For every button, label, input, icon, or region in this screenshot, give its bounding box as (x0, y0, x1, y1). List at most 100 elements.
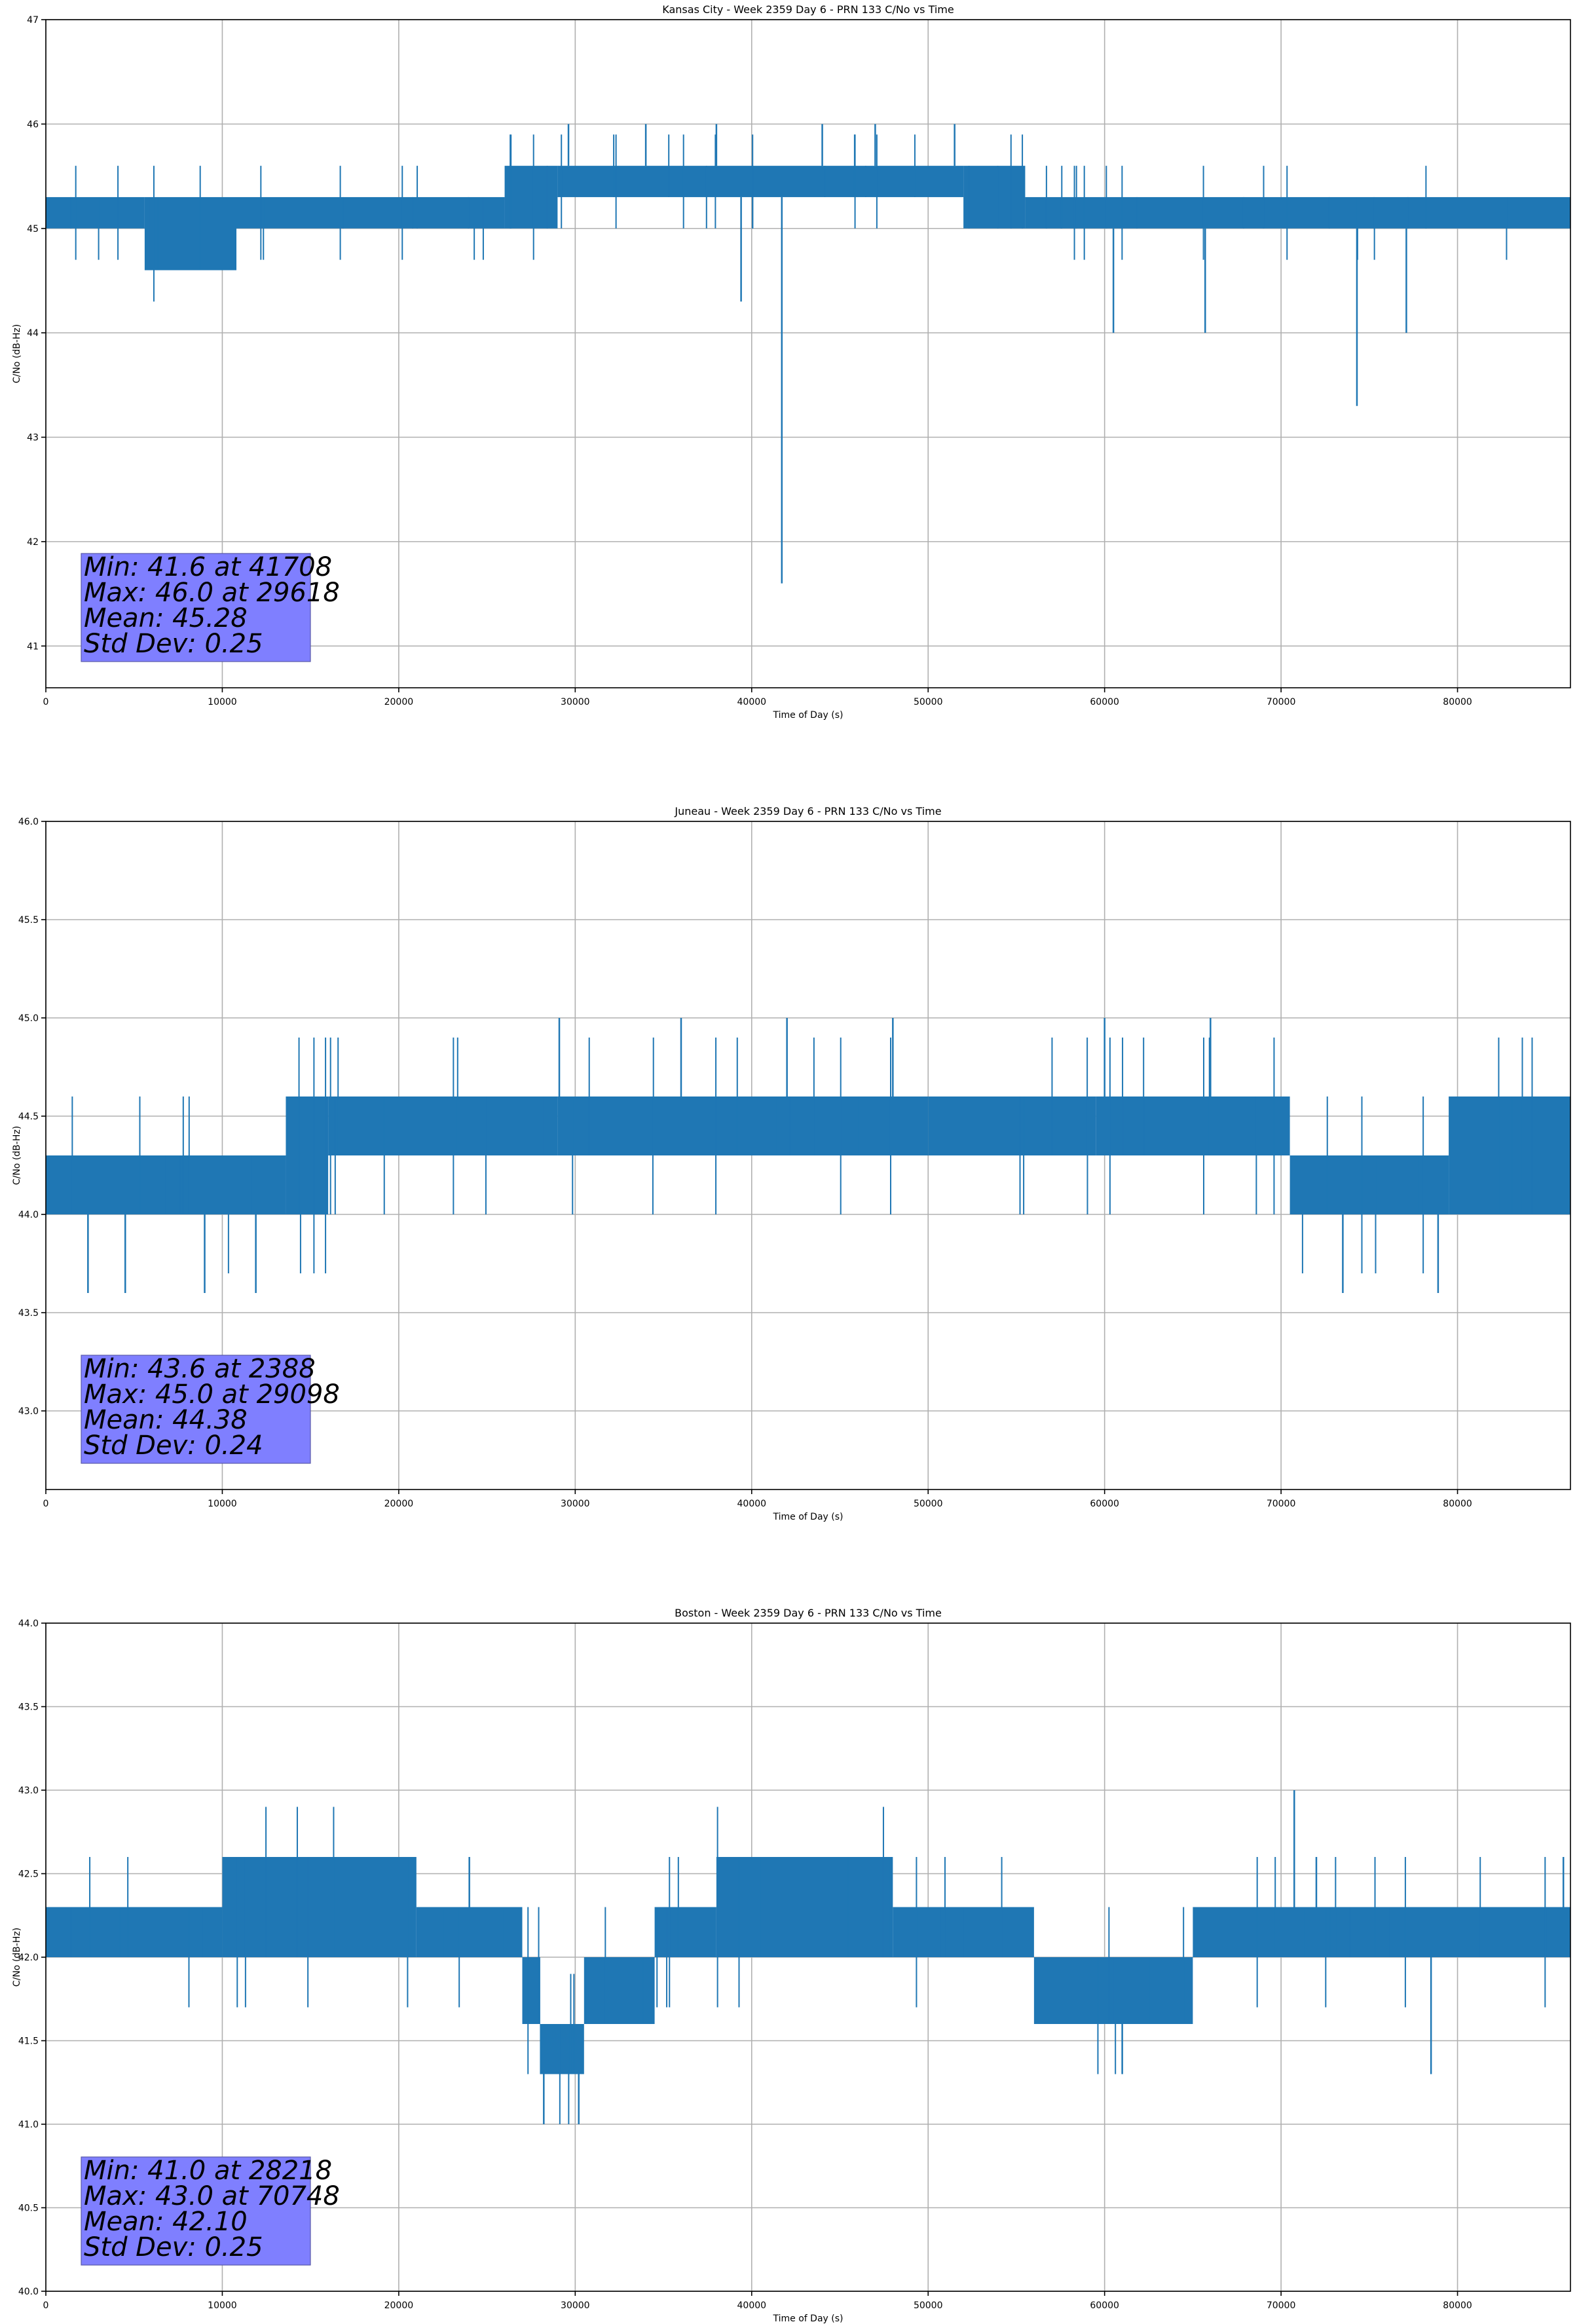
x-tick-label: 60000 (1090, 1499, 1119, 1509)
y-axis-label: C/No (dB-Hz) (12, 1126, 22, 1185)
stats-mean: Mean: 44.38 (84, 1405, 248, 1435)
x-tick-label: 10000 (208, 2300, 237, 2311)
x-tick-label: 20000 (384, 697, 414, 707)
y-tick-label: 42.5 (18, 1869, 39, 1880)
x-tick-label: 30000 (561, 2300, 590, 2311)
data-band (963, 166, 1026, 229)
y-tick-label: 47 (27, 15, 39, 26)
data-band (1289, 1155, 1449, 1214)
stats-max: Max: 46.0 at 29618 (84, 578, 340, 608)
x-tick-label: 60000 (1090, 2300, 1119, 2311)
y-tick-label: 45 (27, 224, 39, 234)
chart-boston: 0 10000 20000 30000 40000 50000 60000 70000 8000… (12, 1607, 1571, 2324)
data-band (1193, 1907, 1570, 1957)
x-axis-label: Time of Day (s) (773, 2314, 844, 2324)
chart-title: Kansas City - Week 2359 Day 6 - PRN 133 … (662, 3, 954, 16)
data-band (1033, 1957, 1193, 2024)
chart-kansas-city: 0 10000 20000 30000 40000 50000 60000 70000 8000… (12, 3, 1571, 721)
stats-mean: Mean: 45.28 (84, 603, 248, 633)
x-tick-label: 80000 (1443, 697, 1472, 707)
x-tick-label: 70000 (1267, 2300, 1296, 2311)
x-tick-label: 40000 (737, 1499, 767, 1509)
x-tick-label: 70000 (1267, 1499, 1296, 1509)
data-band (893, 1907, 1034, 1957)
x-tick-label: 30000 (561, 697, 590, 707)
x-tick-label: 50000 (914, 1499, 943, 1509)
chart-title: Juneau - Week 2359 Day 6 - PRN 133 C/No … (674, 805, 941, 817)
y-tick-label: 43.5 (18, 1702, 39, 1713)
data-band (557, 1096, 929, 1155)
data-band (540, 2024, 584, 2074)
data-band (584, 1957, 655, 2024)
stats-std: Std Dev: 0.25 (84, 629, 263, 659)
data-band (716, 1857, 893, 1957)
data-band (46, 1155, 286, 1214)
stats-max: Max: 45.0 at 29098 (84, 1379, 340, 1410)
x-tick-label: 70000 (1267, 697, 1296, 707)
y-tick-label: 40.5 (18, 2203, 39, 2214)
x-tick-label: 30000 (561, 1499, 590, 1509)
stats-min: Min: 41.0 at 28218 (84, 2156, 332, 2186)
y-tick-label: 46.0 (18, 817, 39, 827)
data-band (557, 166, 964, 197)
axes-frame (45, 19, 1571, 688)
x-tick-label: 0 (43, 1499, 49, 1509)
stats-min: Min: 41.6 at 41708 (84, 552, 332, 582)
stats-std: Std Dev: 0.24 (84, 1431, 263, 1461)
y-tick-label: 42 (27, 537, 39, 548)
stats-box (81, 553, 311, 662)
data-band (144, 197, 236, 271)
x-tick-label: 60000 (1090, 697, 1119, 707)
x-tick-label: 0 (43, 697, 49, 707)
x-axis-label: Time of Day (s) (773, 710, 844, 721)
y-tick-label: 46 (27, 119, 39, 130)
y-tick-label: 41.0 (18, 2120, 39, 2130)
y-tick-label: 45.0 (18, 1013, 39, 1024)
data-band (1025, 197, 1570, 229)
data-band (1096, 1096, 1290, 1155)
x-tick-label: 40000 (737, 697, 767, 707)
y-tick-label: 44 (27, 328, 39, 339)
x-tick-label: 10000 (208, 697, 237, 707)
stats-mean: Mean: 42.10 (84, 2207, 248, 2237)
stats-box (81, 1355, 311, 1464)
x-tick-label: 10000 (208, 1499, 237, 1509)
y-tick-label: 43 (27, 433, 39, 443)
chart-juneau: 0 10000 20000 30000 40000 50000 60000 70000 8000… (12, 805, 1571, 1522)
data-band (236, 197, 505, 229)
data-band (46, 197, 145, 229)
data-band (328, 1096, 558, 1155)
x-tick-label: 50000 (914, 2300, 943, 2311)
stats-min: Min: 43.6 at 2388 (84, 1354, 316, 1384)
data-band (504, 166, 558, 229)
x-tick-label: 50000 (914, 697, 943, 707)
x-axis-label: Time of Day (s) (773, 1512, 844, 1522)
data-band (46, 1907, 223, 1957)
y-tick-label: 44.0 (18, 1210, 39, 1220)
y-tick-label: 41 (27, 641, 39, 652)
x-tick-label: 40000 (737, 2300, 767, 2311)
data-band (654, 1907, 716, 1957)
stats-box (81, 2156, 311, 2266)
x-tick-label: 20000 (384, 1499, 414, 1509)
x-tick-label: 0 (43, 2300, 49, 2311)
y-tick-label: 45.5 (18, 915, 39, 926)
y-tick-label: 40.0 (18, 2287, 39, 2297)
y-tick-label: 44.5 (18, 1112, 39, 1122)
y-tick-label: 41.5 (18, 2036, 39, 2047)
y-tick-label: 42.0 (18, 1953, 39, 1963)
data-band (286, 1096, 329, 1214)
data-band (522, 1957, 540, 2024)
stats-max: Max: 43.0 at 70748 (84, 2181, 340, 2211)
data-band (1449, 1096, 1570, 1214)
y-axis-label: C/No (dB-Hz) (12, 1928, 22, 1987)
y-tick-label: 43.0 (18, 1406, 39, 1417)
x-tick-label: 80000 (1443, 2300, 1472, 2311)
y-axis-label: C/No (dB-Hz) (12, 324, 22, 383)
chart-title: Boston - Week 2359 Day 6 - PRN 133 C/No … (675, 1607, 942, 1619)
x-tick-label: 80000 (1443, 1499, 1472, 1509)
x-tick-label: 20000 (384, 2300, 414, 2311)
y-tick-label: 44.0 (18, 1619, 39, 1629)
y-tick-label: 43.0 (18, 1786, 39, 1796)
